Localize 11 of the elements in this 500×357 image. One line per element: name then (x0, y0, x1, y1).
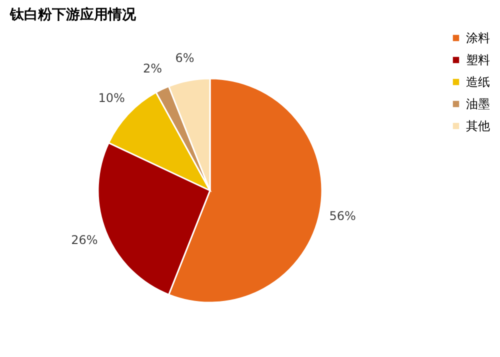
legend-label: 其他 (466, 119, 490, 133)
legend-label: 塑料 (466, 53, 490, 67)
legend-label: 涂料 (466, 31, 490, 45)
legend-label: 造纸 (466, 75, 490, 89)
data-label: 6% (175, 50, 194, 65)
data-label: 26% (71, 233, 98, 248)
chart-title: 钛白粉下游应用情况 (9, 6, 137, 23)
data-label: 2% (142, 61, 162, 76)
data-label: 56% (329, 208, 356, 223)
data-label: 10% (98, 91, 125, 106)
legend-label: 油墨 (466, 97, 490, 111)
